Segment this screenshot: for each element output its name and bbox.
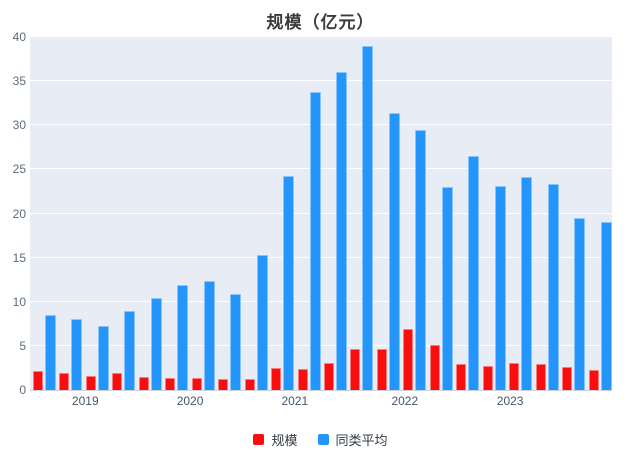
gridline <box>30 124 612 126</box>
peer-average-bar[interactable] <box>388 112 400 390</box>
legend-item-label: 同类平均 <box>335 432 388 448</box>
peer-average-bar[interactable] <box>415 129 427 390</box>
gridline <box>30 300 612 302</box>
scale-bar[interactable] <box>244 378 255 390</box>
y-axis-label: 0 <box>19 383 26 397</box>
legend-item-scale[interactable]: 规模 <box>253 430 298 449</box>
peer-average-bar[interactable] <box>336 72 347 390</box>
scale-bar[interactable] <box>191 377 202 390</box>
x-axis-year-label: 2019 <box>71 394 99 408</box>
peer-average-bar[interactable] <box>45 315 56 390</box>
peer-average-bar[interactable] <box>150 298 162 390</box>
chart-title: 规模（亿元） <box>266 13 375 32</box>
peer-average-bar[interactable] <box>283 176 295 390</box>
scale-bar[interactable] <box>138 376 149 390</box>
peer-average-bar[interactable] <box>600 222 612 390</box>
y-axis-label: 30 <box>12 118 26 133</box>
scale-bar[interactable] <box>271 367 282 390</box>
legend-item-peer-average[interactable]: 同类平均 <box>317 430 388 449</box>
peer-average-bar[interactable] <box>547 183 559 390</box>
scale-bar[interactable] <box>403 329 414 390</box>
x-axis-year-label: 2021 <box>281 394 309 408</box>
peer-average-bar[interactable] <box>203 280 215 390</box>
gridline <box>30 80 612 82</box>
y-axis-label: 40 <box>12 30 26 44</box>
x-axis-year-label: 2022 <box>391 394 419 408</box>
peer-average-bar[interactable] <box>574 217 586 390</box>
peer-average-bar[interactable] <box>71 318 83 390</box>
y-axis-label: 15 <box>12 250 26 265</box>
legend-item-label: 规模 <box>271 432 298 448</box>
scale-bar[interactable] <box>588 369 599 390</box>
legend-swatch-icon <box>253 433 265 445</box>
peer-average-bar[interactable] <box>441 187 453 390</box>
scale-bar[interactable] <box>33 370 43 390</box>
gridline <box>30 344 612 346</box>
y-axis-label: 35 <box>12 74 26 89</box>
peer-average-bar[interactable] <box>124 310 136 390</box>
scale-bar[interactable] <box>324 362 334 390</box>
y-axis: 0 5 10 15 20 25 30 35 40 <box>0 30 26 397</box>
x-axis: 2019 2020 2021 2022 2023 <box>30 394 612 412</box>
gridline <box>30 168 612 170</box>
scale-bar[interactable] <box>350 349 361 390</box>
peer-average-bar[interactable] <box>97 325 109 390</box>
peer-average-bar[interactable] <box>362 45 374 390</box>
scale-bar[interactable] <box>59 373 70 390</box>
peer-average-bar[interactable] <box>494 186 506 390</box>
legend: 规模 同类平均 <box>0 428 641 450</box>
scale-bar[interactable] <box>429 345 440 390</box>
y-axis-label: 20 <box>12 206 26 221</box>
scale-bar[interactable] <box>482 366 493 390</box>
gridline <box>30 212 612 214</box>
scale-bar[interactable] <box>456 364 467 390</box>
x-axis-year-label: 2023 <box>496 394 524 408</box>
scale-bar[interactable] <box>297 368 308 390</box>
peer-average-bar[interactable] <box>309 91 321 390</box>
scale-bar[interactable] <box>165 377 176 390</box>
peer-average-bar[interactable] <box>468 156 480 390</box>
y-axis-label: 10 <box>12 294 26 309</box>
legend-swatch-icon <box>317 433 329 445</box>
scale-bar[interactable] <box>376 348 387 390</box>
scale-bar[interactable] <box>535 363 546 390</box>
peer-average-bar[interactable] <box>177 284 189 390</box>
plot-area <box>30 36 612 391</box>
y-axis-label: 5 <box>19 338 26 353</box>
gridline <box>30 36 612 37</box>
scale-bar[interactable] <box>85 375 96 390</box>
x-axis-year-label: 2020 <box>176 394 204 408</box>
scale-bar[interactable] <box>218 379 229 390</box>
scale-bar[interactable] <box>562 367 573 390</box>
peer-average-bar[interactable] <box>256 254 268 390</box>
scale-bar[interactable] <box>509 362 520 390</box>
peer-average-bar[interactable] <box>230 293 242 390</box>
y-axis-label: 25 <box>12 162 26 177</box>
scale-bar[interactable] <box>112 373 123 390</box>
gridline <box>30 256 612 258</box>
peer-average-bar[interactable] <box>521 177 533 390</box>
